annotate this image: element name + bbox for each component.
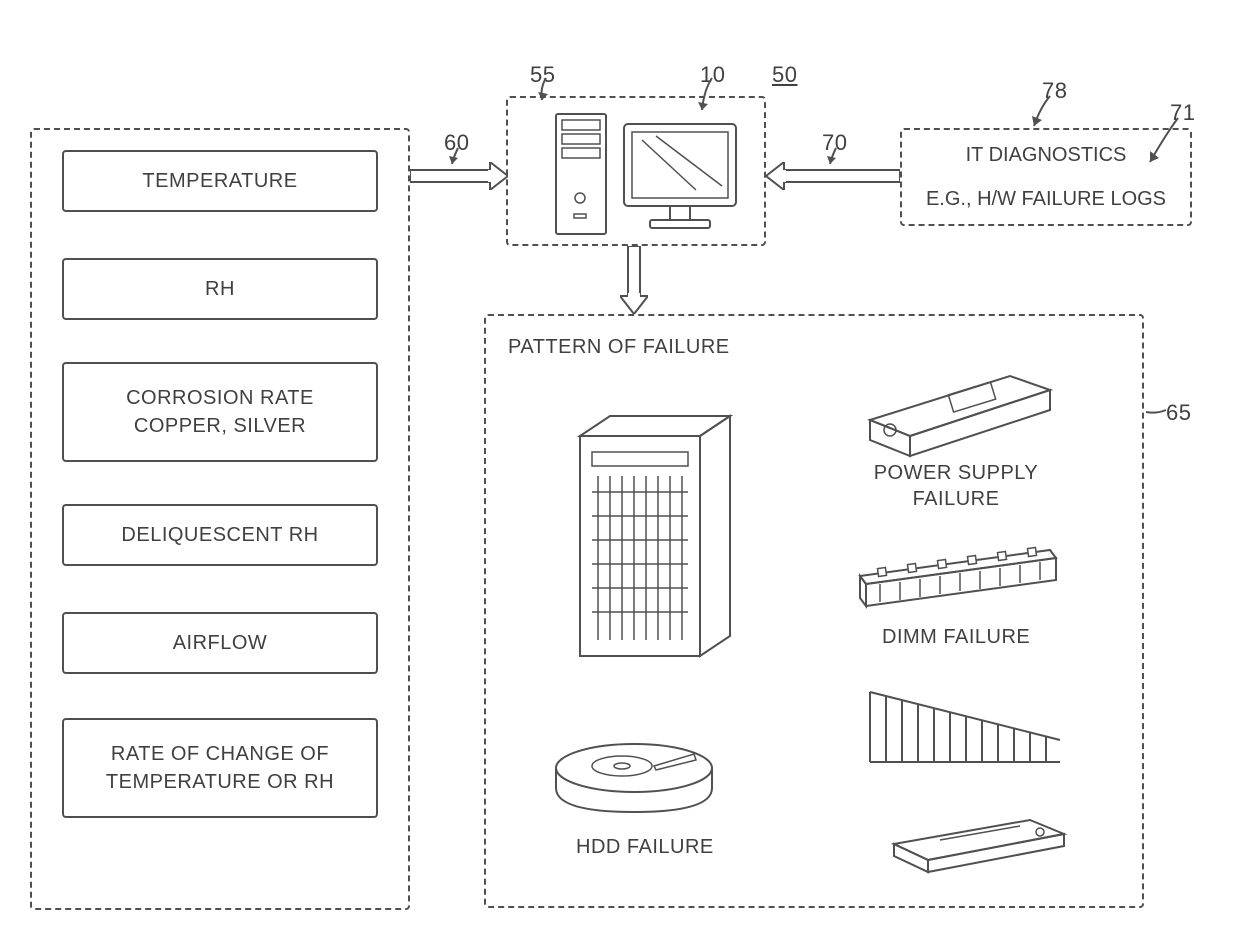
dimm-label: DIMM FAILURE — [882, 626, 1030, 649]
diagnostics-line1: IT DIAGNOSTICS — [902, 144, 1190, 167]
arrow-60 — [410, 162, 508, 190]
psu-label: POWER SUPPLY FAILURE — [866, 460, 1046, 512]
sensor-item: DELIQUESCENT RH — [62, 504, 378, 566]
ref-78: 78 — [1042, 78, 1067, 104]
hdd-label: HDD FAILURE — [576, 836, 714, 859]
psu-icon — [850, 350, 1070, 460]
ref-50: 50 — [772, 62, 797, 88]
ref-60: 60 — [444, 130, 469, 156]
sensor-item: AIRFLOW — [62, 612, 378, 674]
diagnostics-box: IT DIAGNOSTICS E.G., H/W FAILURE LOGS — [900, 128, 1192, 226]
ref-10: 10 — [700, 62, 725, 88]
dimm-icon — [850, 540, 1070, 620]
hdd-icon — [544, 730, 744, 830]
sensor-item: TEMPERATURE — [62, 150, 378, 212]
card-icon — [880, 810, 1080, 880]
sensor-item: RATE OF CHANGE OF TEMPERATURE OR RH — [62, 718, 378, 818]
sensor-item: CORROSION RATE COPPER, SILVER — [62, 362, 378, 462]
arrow-down — [620, 246, 648, 314]
diagnostics-line2: E.G., H/W FAILURE LOGS — [902, 188, 1190, 211]
ref-70: 70 — [822, 130, 847, 156]
pattern-title: PATTERN OF FAILURE — [508, 336, 730, 359]
sensor-item: RH — [62, 258, 378, 320]
ref-71: 71 — [1170, 100, 1195, 126]
heatsink-icon — [850, 682, 1080, 802]
arrow-70 — [766, 162, 900, 190]
computer-icon — [546, 110, 746, 236]
ref-55: 55 — [530, 62, 555, 88]
ref-65: 65 — [1166, 400, 1191, 426]
server-icon — [540, 396, 760, 676]
